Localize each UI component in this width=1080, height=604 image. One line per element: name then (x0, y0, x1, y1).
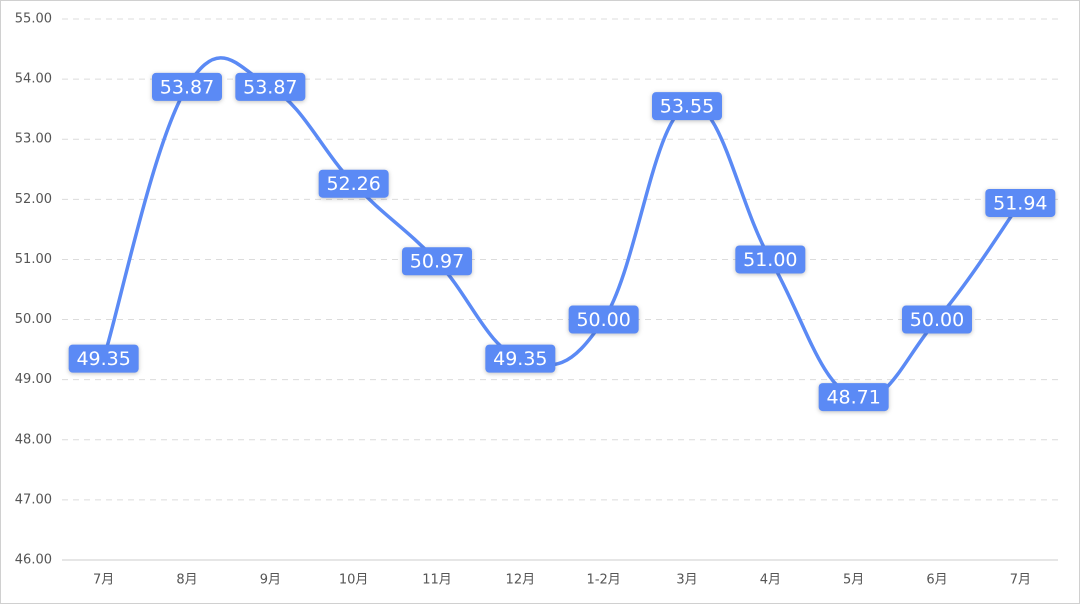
data-label: 50.00 (910, 309, 964, 331)
y-tick-label: 46.00 (15, 553, 52, 568)
y-tick-label: 52.00 (15, 192, 52, 207)
x-tick-label: 5月 (843, 573, 864, 588)
data-label-box (568, 305, 639, 334)
data-label: 48.71 (826, 387, 880, 409)
data-label-box (735, 245, 806, 274)
x-tick-label: 1-2月 (587, 573, 621, 588)
y-tick-label: 48.00 (15, 432, 52, 447)
y-tick-label: 50.00 (15, 312, 52, 327)
data-label-box (818, 383, 889, 412)
x-tick-label: 4月 (760, 573, 781, 588)
y-tick-label: 51.00 (15, 252, 52, 267)
x-tick-label: 10月 (339, 573, 369, 588)
data-label-box (985, 188, 1056, 217)
data-label: 53.87 (160, 76, 214, 98)
y-tick-label: 47.00 (15, 492, 52, 507)
x-tick-label: 8月 (176, 573, 197, 588)
data-label: 50.97 (410, 251, 464, 273)
x-tick-label: 11月 (422, 573, 452, 588)
data-label: 51.00 (743, 249, 797, 271)
data-label-box (902, 305, 972, 334)
data-label-box (318, 169, 389, 198)
data-label-box (652, 92, 722, 121)
y-tick-label: 54.00 (15, 72, 52, 87)
data-label: 51.94 (993, 192, 1047, 214)
data-label: 49.35 (493, 348, 547, 370)
data-label-box (485, 344, 556, 373)
data-label: 52.26 (326, 173, 380, 195)
x-tick-label: 9月 (260, 573, 281, 588)
y-tick-label: 53.00 (15, 132, 52, 147)
x-tick-label: 7月 (93, 573, 114, 588)
data-label: 53.87 (243, 76, 297, 98)
x-tick-label: 7月 (1010, 573, 1031, 588)
data-label-box (402, 247, 472, 276)
x-tick-label: 6月 (926, 573, 947, 588)
x-tick-label: 12月 (506, 573, 536, 588)
data-label: 50.00 (576, 309, 630, 331)
y-tick-label: 49.00 (15, 372, 52, 387)
data-label-box (68, 344, 139, 373)
data-label-box (152, 72, 222, 101)
y-tick-label: 55.00 (15, 12, 52, 27)
data-label: 49.35 (76, 348, 130, 370)
data-label: 53.55 (660, 96, 714, 118)
x-tick-label: 3月 (676, 573, 697, 588)
data-label-box (235, 72, 306, 101)
